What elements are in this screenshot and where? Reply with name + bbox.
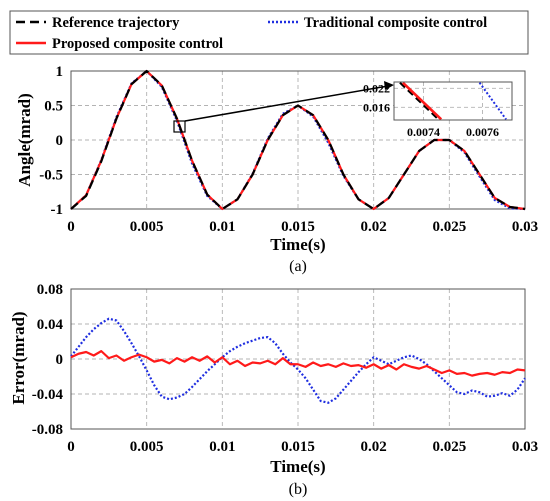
panel-b-x-tick-label: 0.02 [361,439,387,455]
panel-a-x-tick-label: 0.02 [361,219,387,235]
panel-b-grid [71,289,525,429]
panel-a-y-tick-label: -1 [51,202,64,218]
panel-b-x-tick-label: 0.025 [432,439,466,455]
panel-b-x-tick-label: 0.005 [130,439,164,455]
zoom-arrow [184,85,389,122]
legend-item-reference: Reference trajectory [16,15,180,31]
inset-frame [393,81,513,121]
panel-b-y-tick-label: 0 [56,352,64,368]
inset-series-proposed-composite-control [401,81,443,121]
panel-b-x-tick-label: 0.015 [281,439,315,455]
panel-b-series [70,317,526,404]
panel-b-y-label: Error(mrad) [9,311,28,404]
legend-box [9,10,529,55]
inset-y-ticks: 0.022 0.016 [363,81,390,114]
legend-item-traditional: Traditional composite control [268,15,487,31]
panel-a-x-tick-label: 0.025 [432,219,466,235]
legend-item-proposed: Proposed composite control [16,36,223,52]
legend: Reference trajectory Traditional composi… [9,10,529,55]
panel-a-y-tick-label: 1 [56,64,64,80]
panel-b-y-tick-label: -0.04 [32,387,64,403]
panel-a-x-tick-label: 0.01 [209,219,235,235]
panel-b-y-tick-label: 0.08 [37,282,63,298]
panel-b-y-tick-label: 0.04 [37,317,64,333]
panel-b-x-ticks: 0 0.005 0.01 0.015 0.02 0.025 0.03 [67,439,538,455]
panel-a-x-tick-label: 0 [67,219,75,235]
panel-a-caption: (a) [289,258,307,275]
panel-a-x-tick-label: 0.03 [512,219,538,235]
panel-b-x-label: Time(s) [270,457,325,476]
inset-x-tick-label: 0.0074 [407,125,440,139]
legend-label-traditional: Traditional composite control [304,15,487,31]
inset-y-tick-label: 0.016 [363,100,390,114]
panel-a-y-label: Angle(mrad) [15,93,34,186]
panel-b-x-tick-label: 0.03 [512,439,538,455]
panel-b-frame [70,288,526,430]
legend-label-proposed: Proposed composite control [52,36,223,52]
panel-b-x-tick-label: 0 [67,439,75,455]
inset-background [394,82,512,120]
inset-series-traditional-composite-control [478,82,507,120]
panel-b-y-ticks: 0.08 0.04 0 -0.04 -0.08 [32,282,64,438]
panel-a-x-tick-label: 0.005 [130,219,164,235]
inset-series-reference-trajectory [399,81,439,121]
panel-a-y-ticks: -1 -0.5 0 0.5 1 [39,64,63,218]
zoom-region-box [173,120,186,133]
panel-a-chart: 0 0.005 0.01 0.015 0.02 0.025 0.03 -1 -0.5 0 0.5 1… [15,64,538,275]
panel-b-y-tick-label: -0.08 [32,422,63,438]
legend-label-reference: Reference trajectory [52,15,180,31]
panel-b-caption: (b) [289,481,308,498]
inset-x-ticks: 0.0074 0.0076 [407,125,499,139]
panel-b-series-proposed-composite-control [70,350,526,377]
inset-y-tick-label: 0.022 [363,81,390,95]
inset-grid [394,82,512,120]
panel-a-series [70,69,526,211]
panel-a-y-tick-label: 0 [56,133,64,149]
panel-a-y-tick-label: -0.5 [39,168,63,184]
panel-a-series-reference-trajectory [70,69,526,211]
inset-zoom-chart: 0.0074 0.0076 0.022 0.016 [363,81,513,139]
panel-a-x-ticks: 0 0.005 0.01 0.015 0.02 0.025 0.03 [67,219,538,235]
panel-a-x-label: Time(s) [270,235,325,254]
panel-a-x-tick-label: 0.015 [281,219,315,235]
inset-series [399,81,507,121]
panel-b-chart: 0 0.005 0.01 0.015 0.02 0.025 0.03 0.080.040-0… [9,282,538,498]
inset-x-tick-label: 0.0076 [466,125,499,139]
panel-a-frame [70,70,526,210]
zoom-arrow-head [384,81,394,90]
panel-b-series-traditional-composite-control [70,317,526,404]
panel-b-x-tick-label: 0.01 [209,439,235,455]
panel-a-y-tick-label: 0.5 [44,99,63,115]
